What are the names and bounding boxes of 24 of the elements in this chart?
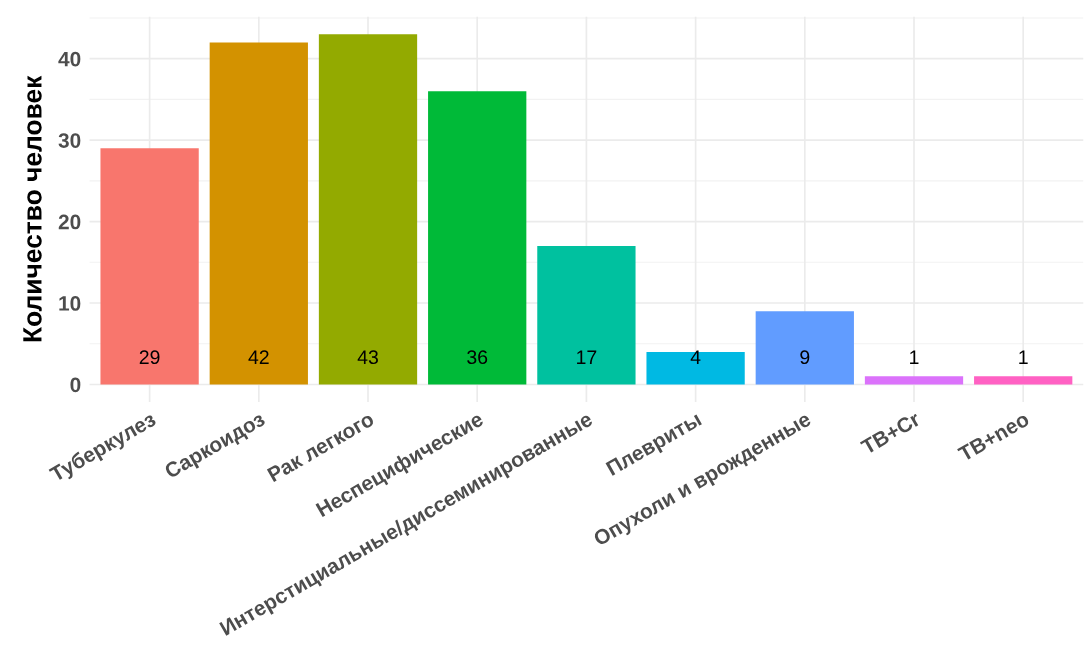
y-tick-label: 40: [58, 51, 81, 67]
y-tick-label: 0: [70, 377, 81, 393]
data-label: 29: [139, 350, 160, 365]
bar: [646, 351, 745, 385]
data-label: 17: [577, 350, 597, 364]
data-label: 9: [800, 350, 810, 365]
bar: [209, 42, 308, 385]
y-tick-label: 20: [58, 214, 81, 230]
bar: [755, 311, 854, 385]
data-label: 43: [357, 350, 378, 365]
data-label: 36: [467, 350, 488, 365]
y-tick-label: 30: [58, 133, 81, 148]
bar: [100, 148, 199, 385]
bar: [537, 246, 636, 385]
bar: [428, 91, 527, 385]
bar: [318, 34, 418, 385]
data-label: 4: [690, 350, 701, 364]
bar: [974, 376, 1073, 385]
bar: [864, 376, 964, 385]
data-label: 1: [910, 350, 919, 364]
data-label: 1: [1019, 350, 1028, 364]
y-tick-label: 10: [59, 296, 81, 311]
data-label: 42: [248, 350, 269, 364]
y-axis-title: Количество человек: [23, 75, 42, 342]
